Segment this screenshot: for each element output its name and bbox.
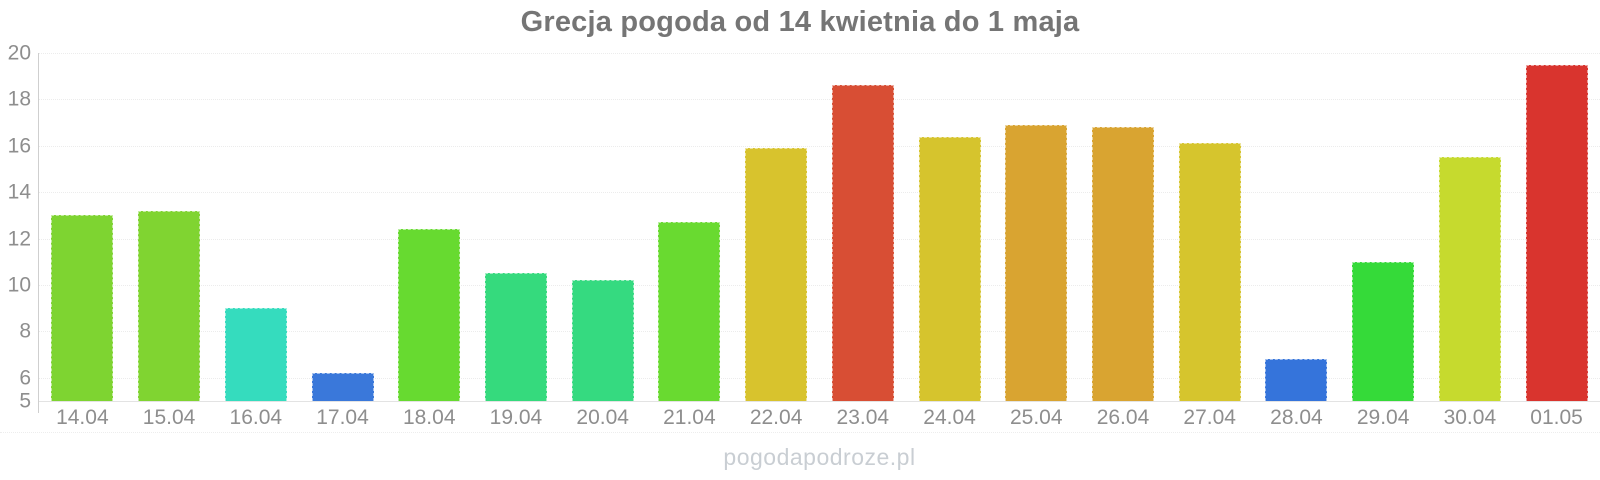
- bar-slot-20.04: [559, 53, 646, 401]
- y-tick-label-12: 12: [7, 227, 31, 251]
- x-tick-label-18.04: 18.04: [402, 406, 456, 429]
- bar-28.04[interactable]: [1265, 359, 1328, 401]
- chart-title: Grecja pogoda od 14 kwietnia do 1 maja: [520, 6, 1080, 38]
- bar-slot-29.04: [1340, 53, 1427, 401]
- x-tick-label-30.04: 30.04: [1443, 406, 1497, 429]
- x-tick-label-27.04: 27.04: [1183, 406, 1236, 429]
- x-tick-label-17.04: 17.04: [316, 406, 369, 429]
- gridline-18: [39, 99, 1600, 100]
- bar-slot-22.04: [733, 53, 820, 401]
- bar-slot-19.04: [473, 53, 560, 401]
- bar-25.04[interactable]: [1005, 125, 1068, 401]
- bar-slot-27.04: [1166, 53, 1253, 401]
- bar-slot-24.04: [906, 53, 993, 401]
- gridline-20: [39, 53, 1600, 54]
- bar-20.04[interactable]: [571, 280, 634, 401]
- gridline-14: [39, 192, 1600, 193]
- x-tick-label-29.04: 29.04: [1356, 406, 1410, 429]
- x-tick-label-28.04: 28.04: [1270, 406, 1323, 429]
- x-tick-label-21.04: 21.04: [663, 406, 716, 429]
- bar-slot-14.04: [39, 53, 126, 401]
- x-tick-label-14.04: 14.04: [56, 406, 109, 429]
- bar-slot-18.04: [386, 53, 473, 401]
- x-tick-label-24.04: 24.04: [923, 406, 976, 429]
- bar-21.04[interactable]: [658, 222, 721, 401]
- bar-series: [39, 53, 1600, 401]
- y-tick-label-10: 10: [7, 273, 31, 297]
- bar-slot-28.04: [1253, 53, 1340, 401]
- bar-slot-17.04: [299, 53, 386, 401]
- x-tick-label-16.04: 16.04: [229, 406, 283, 429]
- y-tick-label-20: 20: [7, 41, 31, 65]
- bar-slot-01.05: [1513, 53, 1600, 401]
- bar-slot-26.04: [1080, 53, 1167, 401]
- x-axis-tick-labels: 14.04 15.04 16.04 17.04 18.04 19.04 20.04 21.04…: [39, 406, 1600, 429]
- bar-slot-15.04: [126, 53, 213, 401]
- y-tick-label-8: 8: [19, 319, 31, 343]
- bar-14.04[interactable]: [51, 215, 114, 401]
- bar-27.04[interactable]: [1178, 143, 1241, 401]
- bar-22.04[interactable]: [745, 148, 808, 401]
- bar-slot-23.04: [819, 53, 906, 401]
- y-axis-line: [38, 53, 39, 413]
- bar-23.04[interactable]: [831, 85, 894, 401]
- gridline-12: [39, 239, 1600, 240]
- x-tick-label-01.05: 01.05: [1530, 406, 1583, 429]
- y-axis-tick-labels: 20 18 16 14 12 10 8 6 5: [0, 43, 31, 412]
- plot-area: [39, 53, 1600, 402]
- x-axis-baseline: [39, 401, 1600, 402]
- bar-18.04[interactable]: [398, 229, 461, 401]
- bar-19.04[interactable]: [484, 273, 547, 401]
- bar-slot-25.04: [993, 53, 1080, 401]
- bar-15.04[interactable]: [138, 211, 201, 401]
- y-tick-label-18: 18: [7, 87, 31, 111]
- gridline-8: [39, 331, 1600, 332]
- y-tick-label-5: 5: [19, 389, 31, 413]
- gridline-10: [39, 285, 1600, 286]
- x-tick-label-26.04: 26.04: [1096, 406, 1150, 429]
- y-tick-label-6: 6: [19, 366, 31, 390]
- x-tick-label-15.04: 15.04: [142, 406, 196, 429]
- bar-29.04[interactable]: [1352, 262, 1415, 401]
- x-tick-label-20.04: 20.04: [576, 406, 629, 429]
- bar-26.04[interactable]: [1091, 127, 1154, 401]
- x-tick-label-19.04: 19.04: [489, 406, 543, 429]
- bar-17.04[interactable]: [311, 373, 374, 401]
- y-tick-label-16: 16: [7, 134, 31, 158]
- gridline-16: [39, 146, 1600, 147]
- x-tick-label-22.04: 22.04: [749, 406, 803, 429]
- bar-slot-21.04: [646, 53, 733, 401]
- bar-slot-30.04: [1427, 53, 1514, 401]
- x-tick-label-25.04: 25.04: [1009, 406, 1063, 429]
- bar-30.04[interactable]: [1438, 157, 1501, 401]
- footer-divider: [0, 432, 1600, 433]
- bar-16.04[interactable]: [224, 308, 287, 401]
- y-tick-label-14: 14: [7, 180, 31, 204]
- watermark: pogodapodroze.pl: [723, 444, 916, 470]
- gridline-6: [39, 378, 1600, 379]
- bar-24.04[interactable]: [918, 137, 981, 401]
- x-tick-label-23.04: 23.04: [836, 406, 890, 429]
- bar-slot-16.04: [212, 53, 299, 401]
- bar-01.05[interactable]: [1525, 65, 1588, 401]
